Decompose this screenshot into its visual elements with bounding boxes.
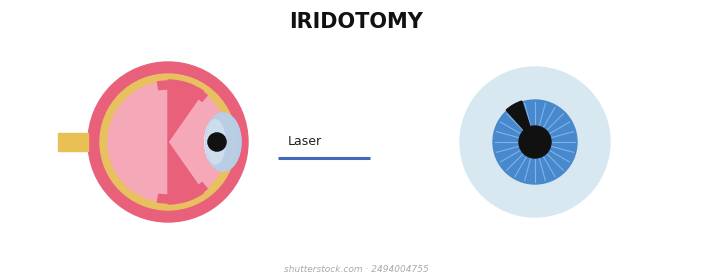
Circle shape [208,133,226,151]
Wedge shape [506,101,535,142]
Circle shape [208,133,226,151]
Wedge shape [157,183,207,203]
Polygon shape [58,133,88,151]
Wedge shape [168,142,204,204]
Ellipse shape [205,113,241,171]
Wedge shape [168,80,204,142]
Text: IRIDOTOMY: IRIDOTOMY [289,12,423,32]
Wedge shape [157,81,207,101]
Circle shape [109,83,227,201]
Ellipse shape [205,120,225,164]
Text: Laser: Laser [288,135,322,148]
Circle shape [108,82,228,202]
Text: shutterstock.com · 2494004755: shutterstock.com · 2494004755 [283,265,429,274]
Circle shape [519,126,551,158]
Circle shape [88,62,248,222]
Ellipse shape [205,120,225,164]
Ellipse shape [205,113,241,171]
Circle shape [493,100,577,184]
Circle shape [100,74,236,210]
Circle shape [460,67,610,217]
